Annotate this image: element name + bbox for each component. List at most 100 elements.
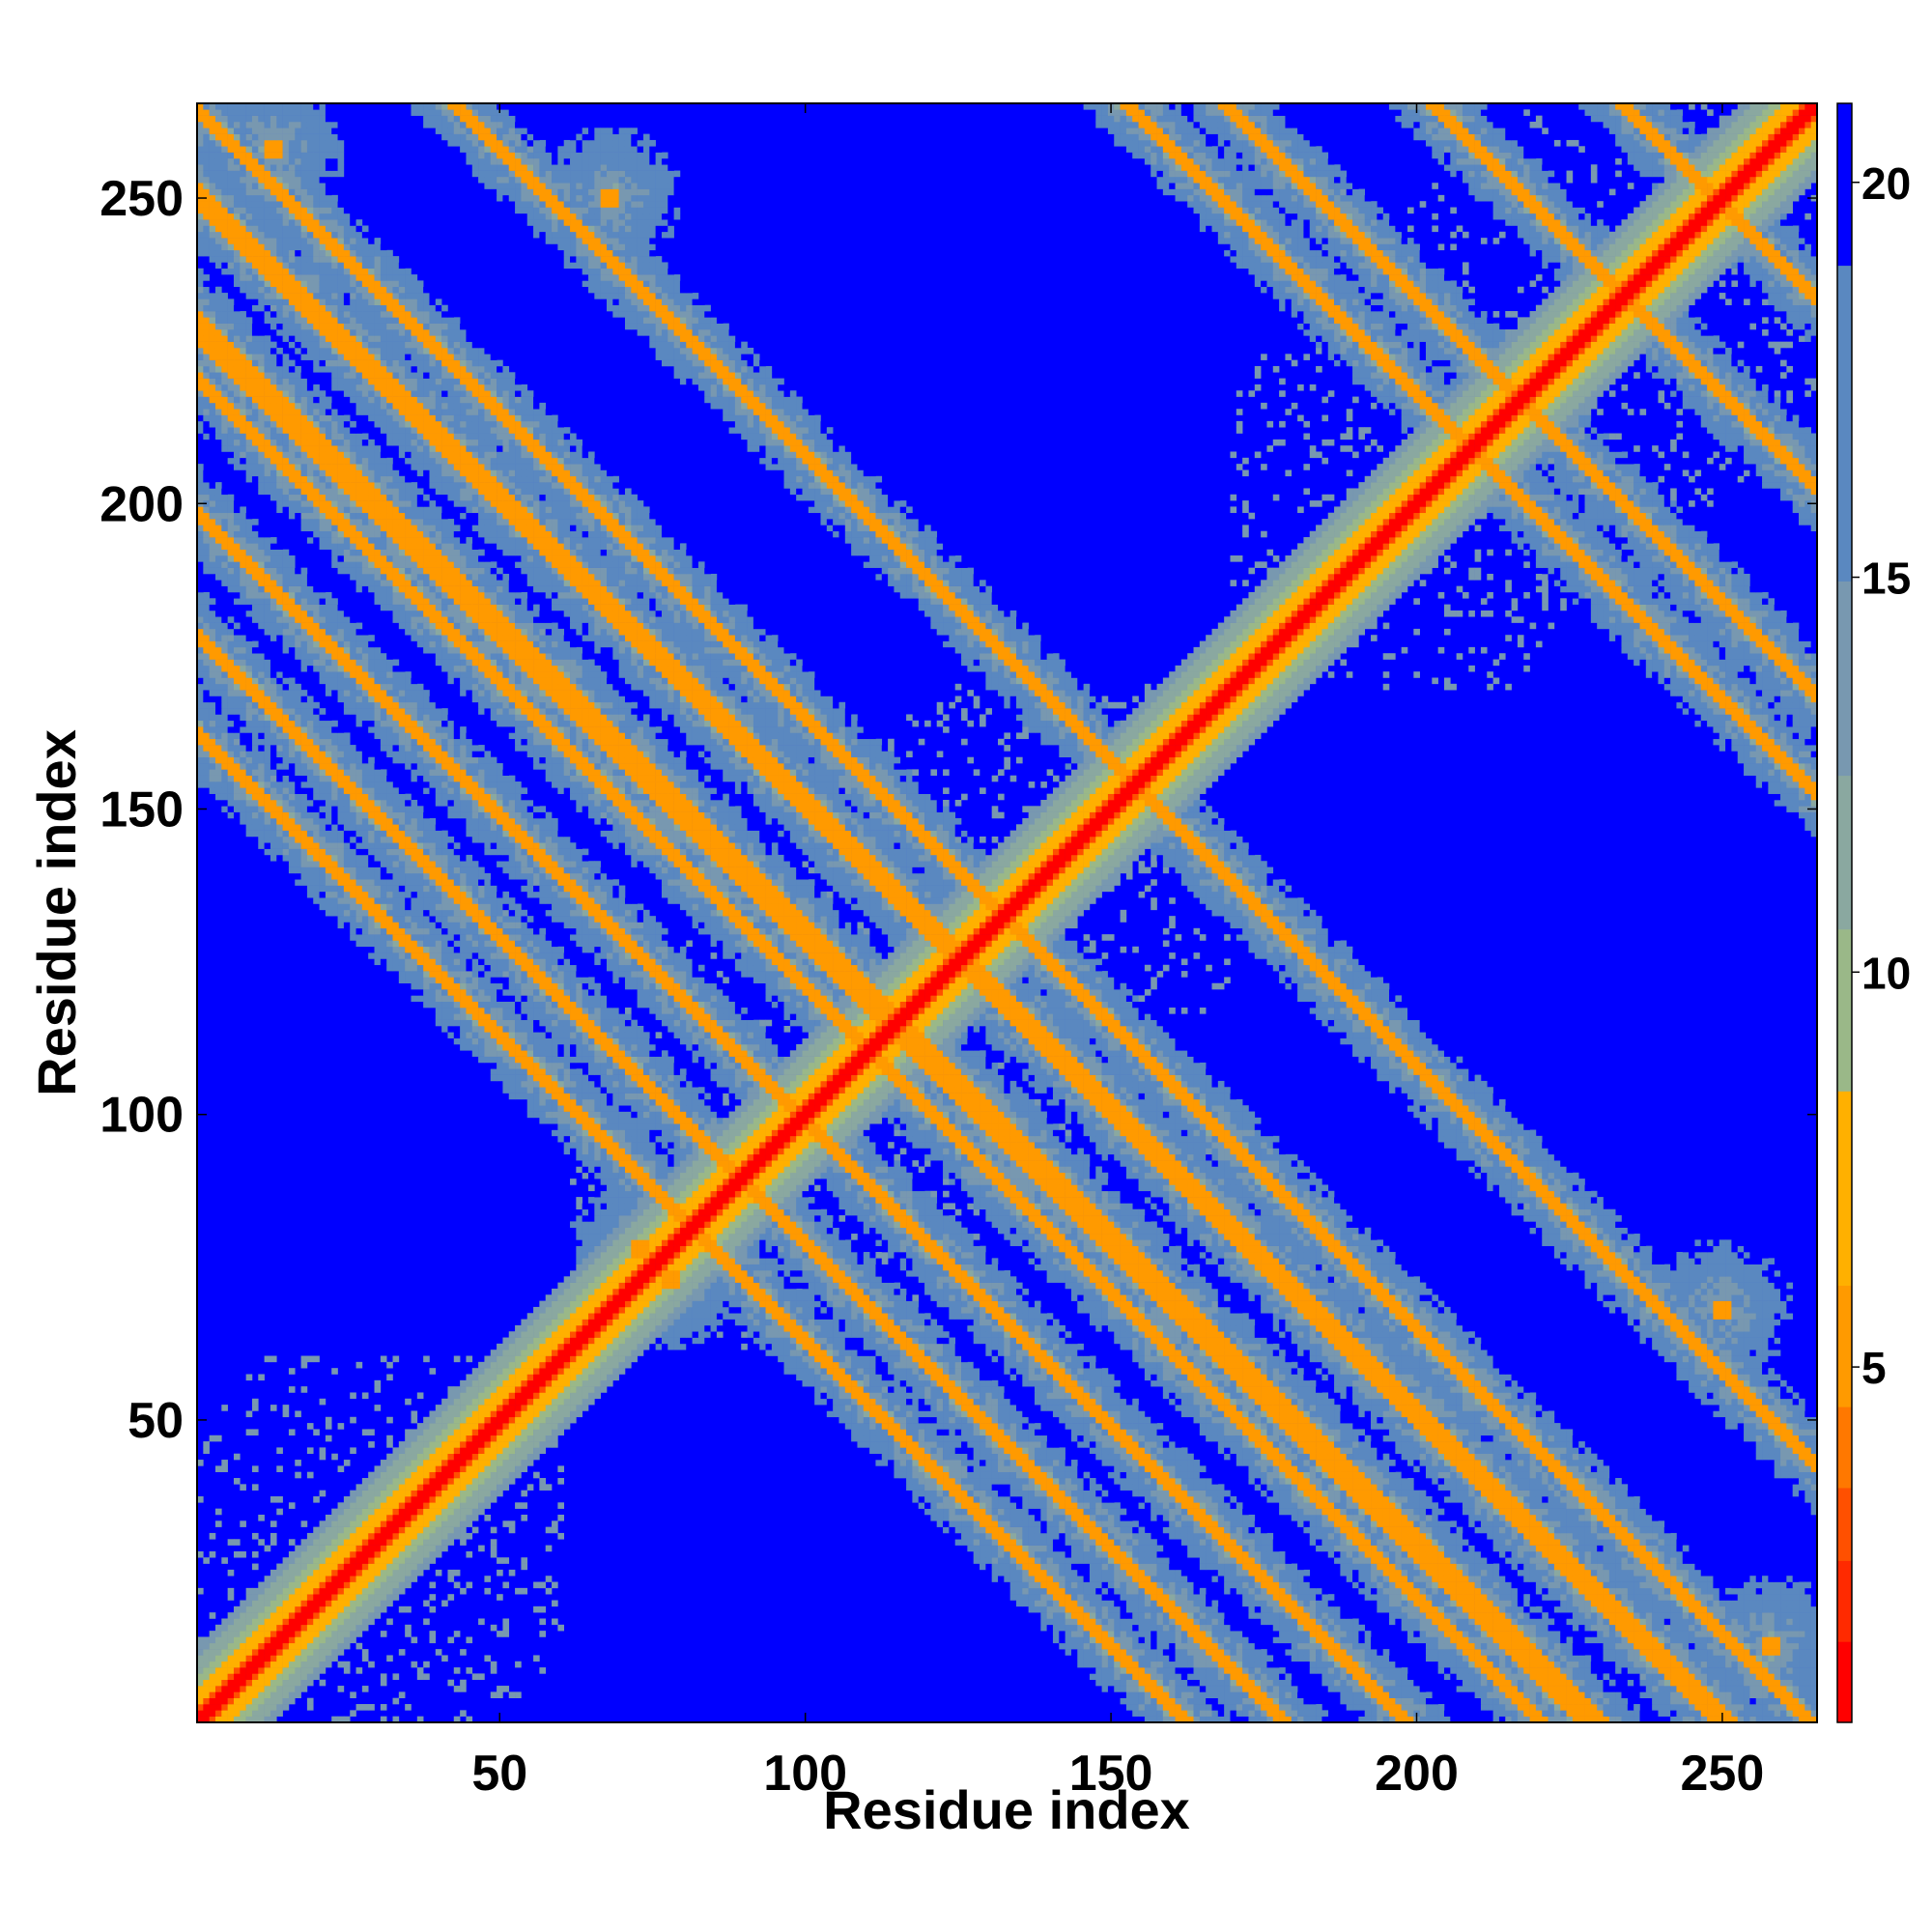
heatmap-cell <box>1236 1643 1243 1650</box>
heatmap-cell <box>1004 1576 1010 1582</box>
heatmap-cell <box>1604 1520 1610 1527</box>
heatmap-cell <box>1358 1564 1365 1571</box>
heatmap-cell <box>1340 1625 1347 1632</box>
heatmap-cell <box>1664 1618 1671 1625</box>
heatmap-cell <box>1450 1636 1457 1643</box>
heatmap-cell <box>1670 1606 1677 1613</box>
heatmap-cell <box>1585 1704 1592 1711</box>
heatmap-cell <box>1402 1551 1408 1558</box>
heatmap-cell <box>338 1601 345 1607</box>
heatmap-cell <box>1176 1594 1182 1601</box>
heatmap-cell <box>1065 1527 1072 1534</box>
heatmap-cell <box>998 1520 1005 1527</box>
heatmap-cell <box>307 1588 314 1595</box>
heatmap-cell <box>1090 1662 1096 1668</box>
heatmap-cell <box>1266 1698 1273 1705</box>
heatmap-cell <box>1646 1612 1653 1619</box>
heatmap-cell <box>1095 1594 1102 1601</box>
heatmap-cell <box>1340 1673 1347 1680</box>
heatmap-cell <box>258 1601 265 1607</box>
heatmap-cell <box>1261 1618 1267 1625</box>
heatmap-cell <box>1145 1564 1151 1571</box>
heatmap-cell <box>1628 1631 1634 1637</box>
heatmap-cell <box>1321 1662 1328 1668</box>
heatmap-cell <box>1523 1649 1530 1656</box>
heatmap-cell <box>1084 1588 1091 1595</box>
heatmap-cell <box>1725 1649 1732 1656</box>
heatmap-cell <box>1236 1570 1243 1577</box>
heatmap-cell <box>515 1502 522 1509</box>
heatmap-cell <box>1121 1520 1127 1527</box>
heatmap-cell <box>1725 1601 1732 1607</box>
heatmap-cell <box>1273 1631 1280 1637</box>
heatmap-cell <box>1573 1643 1579 1650</box>
heatmap-cell <box>1316 1618 1322 1625</box>
heatmap-cell <box>1799 1673 1805 1680</box>
heatmap-cell <box>362 1606 369 1613</box>
heatmap-cell <box>375 1515 382 1521</box>
heatmap-cell <box>1621 1673 1628 1680</box>
heatmap-cell <box>1402 1588 1408 1595</box>
heatmap-cell <box>1108 1612 1115 1619</box>
heatmap-cell <box>1297 1502 1304 1509</box>
heatmap-cell <box>992 1502 999 1509</box>
heatmap-cell <box>368 1601 375 1607</box>
heatmap-cell <box>1786 1710 1793 1717</box>
heatmap-cell <box>1413 1539 1420 1546</box>
heatmap-cell <box>1321 1631 1328 1637</box>
heatmap-cell <box>1407 1557 1414 1564</box>
heatmap-cell <box>1512 1710 1519 1717</box>
heatmap-cell <box>1084 1612 1091 1619</box>
heatmap-cell <box>1108 1557 1115 1564</box>
heatmap-cell <box>1468 1618 1475 1625</box>
heatmap-cell <box>1646 1618 1653 1625</box>
heatmap-cell <box>1426 1631 1433 1637</box>
heatmap-cell <box>1377 1576 1383 1582</box>
heatmap-cell <box>276 1698 283 1705</box>
heatmap-cell <box>1352 1564 1359 1571</box>
heatmap-cell <box>1639 1527 1646 1534</box>
heatmap-cell <box>1035 1582 1041 1589</box>
heatmap-cell <box>943 1515 950 1521</box>
heatmap-cell <box>980 1527 986 1534</box>
heatmap-cell <box>1658 1673 1664 1680</box>
heatmap-cell <box>423 1546 430 1552</box>
heatmap-cell <box>1022 1502 1029 1509</box>
heatmap-cell <box>258 1606 265 1613</box>
heatmap-cell <box>1261 1551 1267 1558</box>
heatmap-cell <box>234 1698 241 1705</box>
heatmap-cell <box>1187 1710 1194 1717</box>
heatmap-cell <box>1554 1520 1561 1527</box>
heatmap-cell <box>1224 1502 1231 1509</box>
heatmap-cell <box>1689 1570 1695 1577</box>
heatmap-cell <box>1573 1686 1579 1692</box>
heatmap-cell <box>1132 1691 1139 1698</box>
heatmap-cell <box>1694 1570 1701 1577</box>
heatmap-cell <box>1694 1612 1701 1619</box>
heatmap-cell <box>1010 1515 1017 1521</box>
heatmap-cell <box>1475 1546 1482 1552</box>
heatmap-cell <box>1701 1649 1708 1656</box>
heatmap-cell <box>276 1618 283 1625</box>
heatmap-cell <box>1548 1686 1555 1692</box>
heatmap-cell <box>1279 1612 1286 1619</box>
heatmap-cell <box>1634 1551 1640 1558</box>
heatmap-cell <box>1799 1612 1805 1619</box>
heatmap-cell <box>1371 1557 1378 1564</box>
heatmap-cell <box>1273 1502 1280 1509</box>
heatmap-cell <box>1542 1636 1548 1643</box>
heatmap-cell <box>1597 1636 1604 1643</box>
heatmap-cell <box>1646 1636 1653 1643</box>
heatmap-cell <box>1658 1667 1664 1674</box>
heatmap-cell <box>1536 1546 1543 1552</box>
heatmap-cell <box>1328 1606 1335 1613</box>
heatmap-cell <box>1554 1662 1561 1668</box>
heatmap-cell <box>1065 1515 1072 1521</box>
heatmap-cell <box>1377 1557 1383 1564</box>
heatmap-cell <box>1560 1649 1567 1656</box>
heatmap-cell <box>375 1539 382 1546</box>
heatmap-cell <box>1413 1515 1420 1521</box>
heatmap-cell <box>1212 1546 1219 1552</box>
heatmap-cell <box>1383 1594 1390 1601</box>
heatmap-cell <box>1084 1582 1091 1589</box>
